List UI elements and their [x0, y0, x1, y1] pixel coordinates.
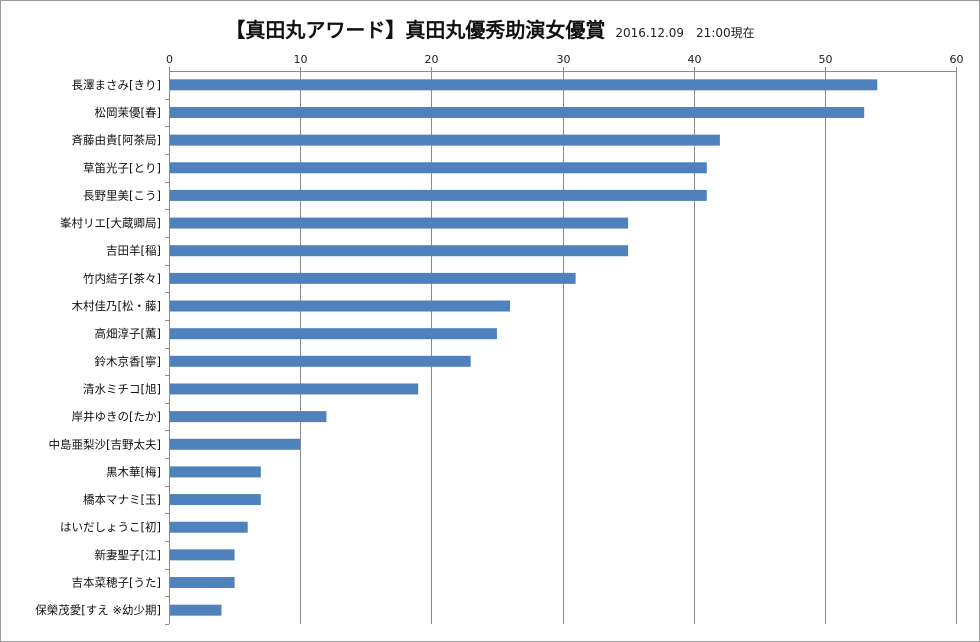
- bar: [170, 355, 471, 367]
- bar: [170, 411, 327, 423]
- x-tick-label: 50: [819, 53, 833, 66]
- category-label: 高畑淳子[薫]: [95, 327, 161, 341]
- bar: [170, 494, 261, 506]
- bar: [170, 189, 707, 201]
- bar: [170, 383, 419, 395]
- category-label: 保榮茂愛[すえ ※幼少期]: [35, 603, 161, 617]
- category-label: 松岡茉優[春]: [95, 105, 161, 119]
- bar: [170, 521, 248, 533]
- category-label: 峯村リエ[大蔵卿局]: [60, 216, 161, 230]
- category-label: 橋本マナミ[玉]: [83, 493, 161, 507]
- x-tick-label: 40: [688, 53, 702, 66]
- chart-subtitle: 2016.12.09 21:00現在: [615, 26, 755, 40]
- x-tick-label: 0: [166, 53, 173, 66]
- bar: [170, 217, 629, 229]
- chart-title-block: 【真田丸アワード】真田丸優秀助演女優賞 2016.12.09 21:00現在: [0, 14, 980, 43]
- category-label: 清水ミチコ[旭]: [83, 382, 161, 396]
- bar: [170, 245, 629, 257]
- category-label: 斉藤由貴[阿茶局]: [72, 133, 161, 147]
- bar: [170, 466, 261, 478]
- x-tick-label: 20: [425, 53, 439, 66]
- category-label: 中島亜梨沙[吉野太夫]: [49, 437, 161, 451]
- bar: [170, 272, 576, 284]
- category-label: 黒木華[梅]: [106, 465, 161, 479]
- bar: [170, 549, 235, 561]
- category-label: 吉田羊[稲]: [106, 244, 161, 258]
- category-label: 木村佳乃[松・藤]: [72, 299, 161, 313]
- bar: [170, 328, 497, 340]
- category-label: 吉本菜穂子[うた]: [72, 576, 161, 590]
- category-label: 岸井ゆきの[たか]: [72, 410, 161, 424]
- bar: [170, 300, 511, 312]
- x-tick-label: 60: [950, 53, 964, 66]
- category-label: はいだしょうこ[初]: [60, 520, 161, 534]
- category-label: 新妻聖子[江]: [95, 548, 161, 562]
- bar: [170, 438, 301, 450]
- category-label: 草笛光子[とり]: [83, 161, 161, 175]
- x-tick-label: 30: [557, 53, 571, 66]
- category-label: 鈴木京香[寧]: [95, 354, 161, 368]
- category-label: 長澤まさみ[きり]: [72, 78, 161, 92]
- x-tick-label: 10: [294, 53, 308, 66]
- bar: [170, 604, 222, 616]
- bar: [170, 79, 878, 91]
- bar: [170, 134, 720, 146]
- category-label: 竹内結子[茶々]: [83, 271, 161, 285]
- category-label: 長野里美[こう]: [83, 188, 161, 202]
- bar: [170, 106, 865, 118]
- bar: [170, 162, 707, 174]
- chart-title: 【真田丸アワード】真田丸優秀助演女優賞: [225, 18, 606, 42]
- bar: [170, 577, 235, 589]
